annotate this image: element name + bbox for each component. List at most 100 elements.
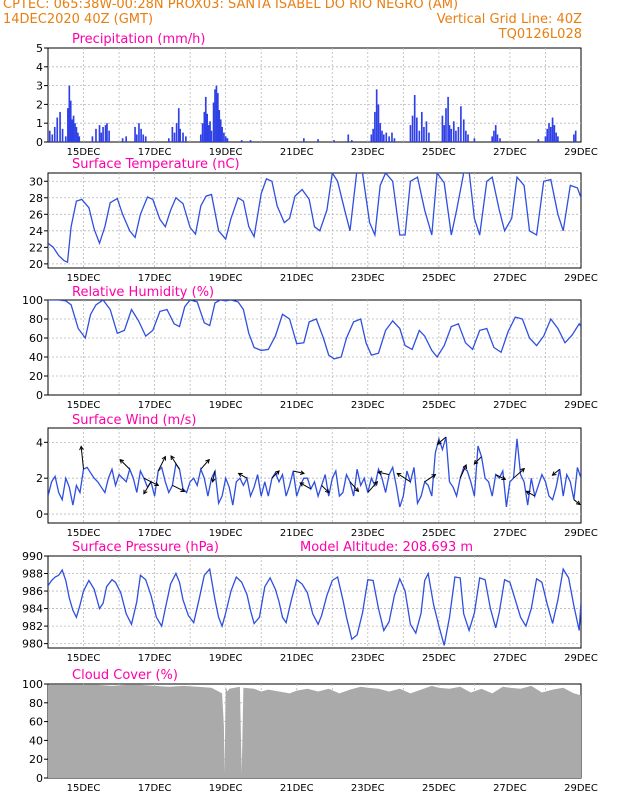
precipitation-title: Precipitation (mm/h) [72,32,205,47]
precip-bar [391,132,393,142]
precip-bar [201,123,204,142]
precip-bar [350,140,353,142]
precip-bar [347,134,350,142]
y-tick-label: 60 [29,332,43,345]
precip-bar [173,132,176,142]
x-tick-label: 27DEC [493,528,527,539]
wind-arrow-head [119,458,125,464]
x-tick-label: 29DEC [564,653,598,664]
precip-bar [416,117,418,142]
precip-bar [78,136,81,142]
y-tick-label: 990 [22,550,43,563]
humidity-frame [47,299,582,396]
x-tick-label: 19DEC [209,783,243,794]
x-tick-label: 29DEC [564,400,598,411]
precip-bar [303,138,305,142]
y-tick-label: 60 [29,716,43,729]
y-tick-label: 20 [29,370,43,383]
wind-arrow-shaft [459,464,467,479]
precip-bar [377,104,380,142]
y-tick-label: 0 [36,772,43,785]
precip-bar [317,139,319,142]
precip-bar [144,136,147,142]
precip-bar [370,134,373,142]
pressure-title: Surface Pressure (hPa) [72,540,219,555]
y-tick-label: 0 [36,389,43,402]
precip-bar [142,134,145,142]
precip-bar [372,128,374,142]
precip-bar [420,111,423,142]
x-tick-label: 19DEC [209,273,243,284]
temperature-line [48,173,581,264]
header-model-code: TQ0126L028 [498,27,582,42]
wind-arrow-shaft [238,472,248,479]
wind-arrow-shaft [526,490,536,497]
precip-bar [203,111,206,142]
x-tick-label: 29DEC [564,528,598,539]
precip-bar [549,126,552,142]
y-tick-label: 2 [36,98,43,111]
precip-bar [223,132,225,142]
wind-arrow-head [205,458,210,464]
x-tick-label: 19DEC [209,400,243,411]
precip-bar [106,123,108,142]
x-tick-label: 29DEC [564,147,598,158]
precip-bar [448,125,451,142]
x-tick-label: 27DEC [493,400,527,411]
precip-bar [494,125,497,142]
precip-bar [51,134,54,142]
wind-arrow-shaft [172,484,185,492]
x-tick-label: 27DEC [493,783,527,794]
y-tick-label: 28 [29,192,43,205]
x-tick-label: 21DEC [280,783,314,794]
precip-bar [167,138,170,142]
precip-bar [214,89,216,142]
wind-arrow-head [354,487,360,493]
precip-bar [450,128,453,142]
precip-bar [224,136,227,142]
precip-bar [104,125,107,142]
x-tick-label: 29DEC [564,273,598,284]
x-tick-label: 25DEC [422,528,456,539]
humidity-panel: 15DEC 17DEC 19DEC 21DEC 23DEC 25DEC 27DEC 29DEC… [22,285,598,411]
precip-bar [496,134,499,142]
x-tick-label: 27DEC [493,147,527,158]
precip-bar [382,134,385,142]
precip-bar [457,126,460,142]
x-tick-label: 23DEC [351,273,385,284]
precip-bar [462,119,465,142]
wind-arrow-head [373,480,379,486]
precip-bar [121,138,124,142]
wind-arrow-head [275,470,280,475]
precip-bar [182,132,184,142]
x-tick-label: 17DEC [138,400,172,411]
precip-bar [557,136,559,142]
x-tick-label: 21DEC [280,400,314,411]
x-tick-label: 21DEC [280,273,314,284]
y-tick-label: 80 [29,697,43,710]
precip-bar [48,130,51,142]
wind-line [48,436,581,508]
y-tick-label: 0 [36,508,43,521]
precip-bar [199,134,202,142]
precip-bar [68,85,71,142]
precip-bar [212,102,215,142]
wind-arrow-head [473,459,479,465]
y-tick-label: 984 [22,603,43,616]
header-vertical-grid-line: Vertical Grid Line: 40Z [436,12,582,27]
x-tick-label: 25DEC [422,147,456,158]
precip-bar [388,136,390,142]
x-tick-label: 19DEC [209,147,243,158]
precip-bar [95,128,97,142]
y-tick-label: 40 [29,351,43,364]
precip-bar [413,95,416,142]
precip-bar [443,125,446,142]
precip-bar [108,130,110,142]
precip-bar [206,113,209,142]
wind-arrow-head [436,440,442,445]
wind-arrow-shaft [321,485,330,493]
x-tick-label: 25DEC [422,653,456,664]
precip-bar [460,106,462,142]
y-tick-label: 30 [29,175,43,188]
